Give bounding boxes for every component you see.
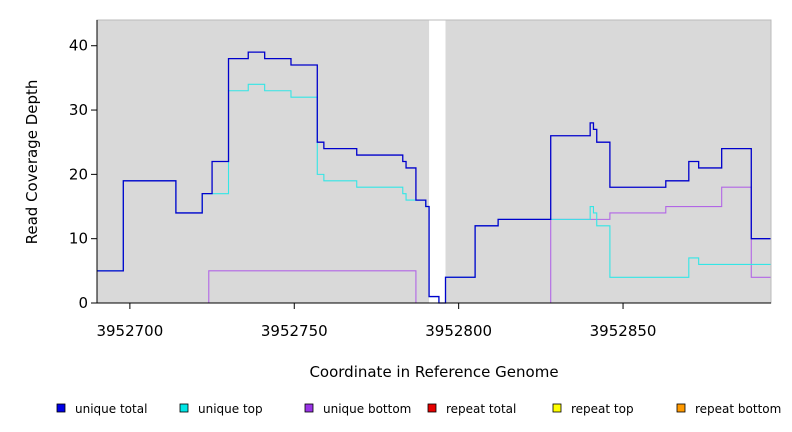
legend-item-unique-top: unique top (179, 402, 263, 416)
legend-item-repeat-total: repeat total (427, 402, 516, 416)
y-axis-title: Read Coverage Depth (23, 80, 41, 245)
x-axis-title: Coordinate in Reference Genome (309, 363, 558, 381)
x-tick-label: 3952750 (261, 322, 328, 340)
y-tick-label: 40 (69, 37, 88, 55)
gap-regions (429, 20, 446, 303)
y-tick-label: 10 (69, 230, 88, 248)
x-tick-label: 3952800 (425, 322, 492, 340)
legend-item-repeat-bottom: repeat bottom (676, 402, 781, 416)
y-tick-label: 30 (69, 101, 88, 119)
legend-label: unique top (198, 402, 263, 416)
legend-label: repeat total (446, 402, 516, 416)
legend-label: unique bottom (323, 402, 411, 416)
legend-swatch (676, 403, 686, 413)
series-line-unique-bottom (97, 186, 771, 304)
legend-label: repeat bottom (695, 402, 781, 416)
legend-swatch (552, 403, 562, 413)
legend-swatch (179, 403, 189, 413)
legend-swatch (56, 403, 66, 413)
y-tick-label: 0 (78, 294, 88, 312)
gap-region-0 (429, 20, 446, 303)
legend-item-unique-total: unique total (56, 402, 147, 416)
legend-item-unique-bottom: unique bottom (304, 402, 411, 416)
legend: unique total unique top unique bottom repea… (56, 402, 781, 416)
x-tick-label: 3952850 (590, 322, 657, 340)
series-line-unique-total (97, 51, 771, 304)
legend-label: unique total (75, 402, 147, 416)
legend-item-repeat-top: repeat top (552, 402, 634, 416)
y-tick-label: 20 (69, 165, 88, 183)
x-tick-label: 3952700 (96, 322, 163, 340)
legend-swatch (304, 403, 314, 413)
legend-swatch (427, 403, 437, 413)
legend-label: repeat top (571, 402, 634, 416)
axes: 0 10 20 30 40 3952700 3952750 3952800 3952850 (69, 20, 771, 340)
